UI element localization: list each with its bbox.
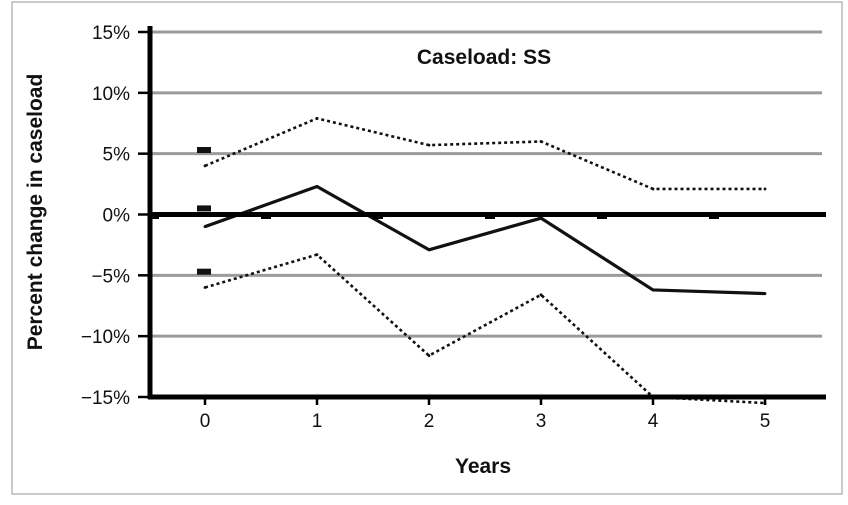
data-point (651, 187, 655, 191)
x-tick-label: 4 (648, 411, 659, 432)
x-tick-label: 0 (200, 411, 211, 432)
data-point (427, 248, 431, 252)
x-tick-labels: 0 1 2 3 4 5 (200, 411, 771, 432)
x-axis-label: Years (455, 455, 511, 478)
y-tick-labels: 15% 10% 5% 0% −5% −10% −15% (81, 23, 130, 409)
data-point (539, 216, 543, 220)
x-tick-label: 1 (312, 411, 323, 432)
data-point (203, 164, 207, 168)
x-tick-label: 5 (760, 411, 771, 432)
data-point (427, 143, 431, 147)
y-tick-label: 15% (92, 23, 130, 44)
y-axis-label: Percent change in caseload (24, 74, 47, 351)
grid-layer (150, 30, 822, 338)
data-point (315, 185, 319, 188)
data-point (763, 292, 767, 295)
marker-layer (197, 147, 211, 275)
data-point (539, 140, 543, 143)
marker-point (197, 147, 211, 154)
data-point (651, 288, 655, 292)
chart-title: Caseload: SS (417, 46, 551, 69)
marker-point (197, 205, 211, 212)
y-tick-label: 0% (103, 206, 131, 227)
x-tick-label: 3 (536, 411, 547, 432)
data-point (203, 286, 207, 289)
y-tick-label: −5% (91, 266, 130, 287)
marker-point (197, 268, 211, 275)
data-point (203, 225, 207, 229)
data-point (315, 253, 319, 257)
y-tick-label: −15% (81, 388, 130, 409)
estimate-line (204, 184, 766, 296)
y-tick-label: 10% (92, 84, 130, 105)
data-point (763, 187, 767, 191)
data-point (315, 116, 319, 120)
data-point (427, 354, 431, 358)
y-tick-label: −10% (81, 327, 130, 348)
y-tick-label: 5% (103, 145, 131, 166)
axis-layer (138, 26, 826, 405)
x-tick-label: 2 (424, 411, 435, 432)
data-point (539, 293, 543, 297)
